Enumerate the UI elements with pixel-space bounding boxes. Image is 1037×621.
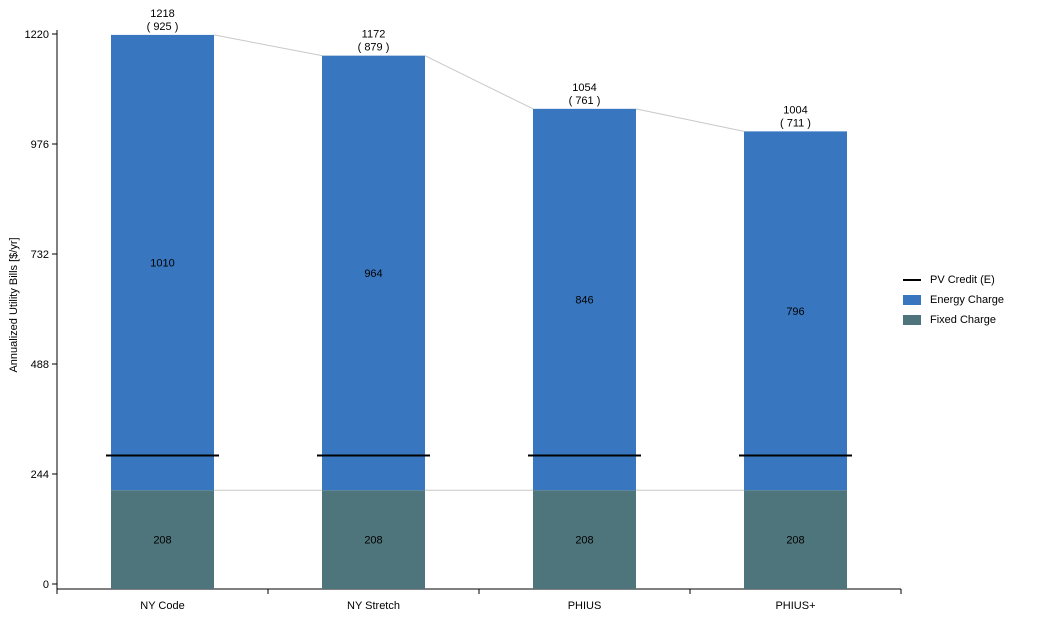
total-value-label: 1172 [362, 29, 386, 41]
energy-charge-bar [322, 55, 425, 491]
fixed-charge-bar [533, 490, 636, 589]
energy-charge-value-label: 1010 [150, 258, 174, 270]
y-axis: 0 244 488 732 976 1220 [25, 29, 58, 591]
energy-charge-bar [744, 131, 847, 491]
fixed-charge-value-label: 208 [786, 535, 804, 547]
y-axis-title: Annualized Utility Bills [$/yr] [8, 237, 20, 372]
y-tick-label: 488 [31, 359, 49, 371]
net-total-value-label: ( 925 ) [147, 21, 179, 33]
x-category-label: NY Stretch [347, 600, 400, 612]
legend-item-energy-charge: Energy Charge [903, 290, 1004, 310]
fixed-charge-value-label: 208 [153, 535, 171, 547]
y-tick-label: 0 [43, 579, 49, 591]
energy-charge-value-label: 796 [786, 306, 804, 318]
legend-label: Energy Charge [930, 294, 1004, 306]
x-axis: NY Code NY Stretch PHIUS PHIUS+ [56, 588, 902, 612]
fixed-charge-bar [111, 490, 214, 589]
pv-credit-line-swatch [903, 279, 921, 281]
fixed-charge-bar [744, 490, 847, 589]
y-tick-label: 244 [31, 469, 49, 481]
legend-label: Fixed Charge [930, 314, 997, 326]
legend-label: PV Credit (E) [930, 274, 995, 286]
x-category-label: PHIUS+ [775, 600, 815, 612]
energy-charge-value-label: 964 [364, 268, 382, 280]
energy-charge-value-label: 846 [575, 295, 593, 307]
total-connector-line [635, 108, 745, 132]
y-tick-label: 732 [31, 249, 49, 261]
total-value-label: 1054 [572, 82, 596, 94]
bars [111, 34, 847, 589]
fixed-charge-value-label: 208 [575, 535, 593, 547]
net-total-value-label: ( 879 ) [358, 42, 390, 54]
energy-charge-bar [111, 34, 214, 491]
fixed-charge-bar [322, 490, 425, 589]
fixed-charge-value-label: 208 [364, 535, 382, 547]
data-labels: 208 1010 1218( 925 ) 208 964 1172( 879 ) 208 84… [147, 8, 811, 547]
total-connector-lines [213, 34, 745, 491]
total-value-label: 1218 [150, 8, 174, 20]
total-value-label: 1004 [783, 104, 807, 116]
y-tick-label: 976 [31, 139, 49, 151]
energy-charge-bar [533, 108, 636, 491]
legend-item-fixed-charge: Fixed Charge [903, 310, 1004, 330]
x-category-label: PHIUS [568, 600, 602, 612]
net-total-value-label: ( 761 ) [569, 95, 601, 107]
y-tick-label: 1220 [25, 29, 49, 41]
energy-charge-swatch [903, 295, 921, 305]
total-connector-line [424, 55, 534, 110]
x-category-label: NY Code [140, 600, 184, 612]
total-connector-line [213, 34, 323, 57]
net-total-value-label: ( 711 ) [780, 117, 811, 129]
legend: PV Credit (E) Energy Charge Fixed Charge [903, 270, 1004, 330]
fixed-charge-swatch [903, 315, 921, 325]
legend-item-pv-credit: PV Credit (E) [903, 270, 1004, 290]
